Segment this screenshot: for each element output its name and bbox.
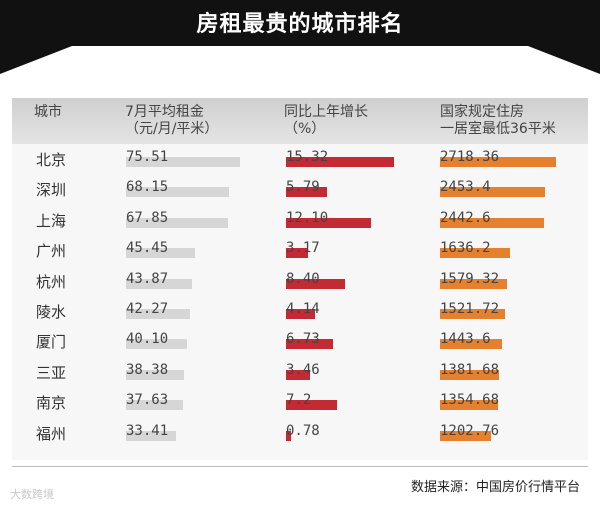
data-source: 数据来源：中国房价行情平台	[410, 480, 580, 495]
growth-bar	[286, 157, 394, 167]
rent-value: 45.45	[126, 240, 169, 257]
price-bar	[440, 430, 492, 441]
rent-bar	[126, 278, 193, 289]
rent-value: 38.38	[126, 361, 169, 378]
growth-bar	[286, 278, 346, 289]
growth-value: 5.79	[286, 179, 320, 196]
watermark: 大数跨境	[10, 488, 54, 501]
city-label: 南京	[36, 394, 67, 413]
price-bar	[440, 248, 510, 259]
rent-value: 68.15	[126, 179, 169, 196]
growth-value: 8.40	[286, 270, 320, 287]
price-bar	[440, 187, 545, 198]
bottom-divider	[12, 466, 588, 467]
header-rent: 7月平均租金 （元/月/平米）	[125, 104, 218, 138]
growth-value: 12.10	[286, 209, 329, 226]
price-value: 1443.6	[440, 331, 491, 348]
growth-value: 3.17	[286, 240, 320, 257]
city-label: 北京	[36, 151, 67, 169]
rent-bar	[126, 369, 184, 380]
title-banner: 房租最贵的城市排名	[0, 0, 600, 76]
header-price: 国家规定住房 一居室最低36平米	[440, 104, 556, 138]
city-label: 三亚	[36, 363, 67, 382]
growth-value: 6.73	[286, 331, 320, 348]
page-title: 房租最贵的城市排名	[196, 12, 404, 37]
price-bar	[440, 400, 498, 411]
city-label: 深圳	[36, 181, 67, 200]
header-rent-line2: （元/月/平米）	[125, 121, 219, 137]
rent-value: 42.27	[126, 301, 169, 317]
price-bar	[440, 369, 499, 380]
rent-value: 75.51	[126, 149, 169, 165]
price-value: 2718.36	[440, 149, 500, 165]
city-label: 陵水	[36, 303, 67, 321]
price-bar	[440, 157, 556, 167]
city-label: 上海	[36, 211, 67, 230]
growth-bar	[286, 430, 292, 441]
growth-bar	[286, 369, 311, 380]
header-city: 城市	[34, 104, 62, 120]
price-value: 1202.76	[440, 422, 500, 439]
header-price-line2: 一居室最低36平米	[440, 121, 556, 137]
header-growth: 同比上年增长 （%）	[284, 104, 368, 138]
price-value: 1521.72	[440, 301, 500, 317]
rent-value: 40.10	[126, 331, 169, 348]
rent-value: 43.87	[126, 270, 169, 287]
header-price-line1: 国家规定住房	[440, 104, 524, 120]
header-growth-line2: （%）	[284, 121, 326, 137]
growth-value: 4.14	[286, 301, 320, 317]
rent-bar	[126, 217, 229, 228]
price-bar	[440, 217, 545, 228]
city-label: 杭州	[36, 272, 67, 291]
rent-value: 33.41	[126, 422, 169, 439]
growth-value: 15.32	[286, 149, 329, 165]
growth-bar	[286, 309, 316, 319]
header-rent-line1: 7月平均租金	[125, 104, 204, 120]
rent-bar	[126, 400, 183, 411]
growth-bar	[286, 400, 337, 411]
price-bar	[440, 278, 508, 289]
table-header: 城市 7月平均租金 （元/月/平米） 同比上年增长 （%） 国家规定住房 一居室…	[12, 98, 588, 144]
header-growth-line1: 同比上年增长	[284, 104, 368, 120]
growth-value: 0.78	[286, 422, 320, 439]
price-value: 1579.32	[440, 270, 500, 287]
rent-bar	[126, 339, 187, 350]
growth-bar	[286, 248, 309, 259]
price-bar	[440, 309, 505, 319]
rent-bar	[126, 248, 195, 259]
rent-value: 67.85	[126, 209, 169, 226]
price-bar	[440, 339, 502, 350]
growth-value: 7.2	[286, 392, 312, 409]
city-label: 厦门	[36, 333, 67, 352]
growth-bar	[286, 217, 372, 228]
rent-bar	[126, 157, 240, 167]
rent-bar	[126, 309, 190, 319]
price-value: 2453.4	[440, 179, 491, 196]
price-value: 2442.6	[440, 209, 491, 226]
rent-value: 37.63	[126, 392, 169, 409]
rent-bar	[126, 430, 177, 441]
growth-value: 3.46	[286, 361, 320, 378]
banner-shape	[0, 0, 600, 74]
growth-bar	[286, 187, 327, 198]
city-label: 福州	[36, 424, 67, 443]
price-value: 1354.68	[440, 392, 500, 409]
growth-bar	[286, 339, 334, 350]
price-value: 1636.2	[440, 240, 491, 257]
rent-bar	[126, 187, 229, 198]
price-value: 1381.68	[440, 361, 500, 378]
city-label: 广州	[36, 242, 67, 261]
